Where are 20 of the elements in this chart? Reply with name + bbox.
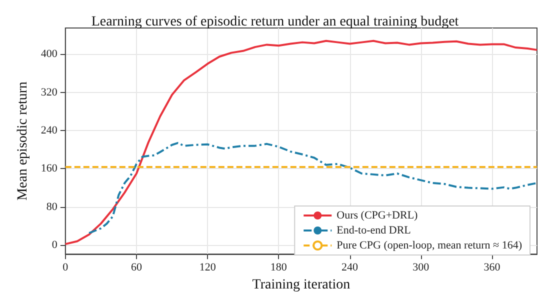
x-tick-label: 120: [199, 262, 216, 274]
chart-title: Learning curves of episodic return under an equal training budget: [91, 14, 459, 30]
x-tick-label: 360: [484, 262, 501, 274]
x-tick-label: 300: [412, 262, 430, 274]
y-tick-label: 240: [40, 124, 58, 137]
y-tick-label: 80: [46, 200, 58, 213]
y-tick-label: 320: [40, 86, 58, 98]
y-tick-label: 400: [40, 48, 58, 60]
legend-label: Pure CPG (open-loop, mean return ≈ 164): [336, 240, 522, 252]
legend-label: End-to-end DRL: [336, 224, 412, 236]
line-series: [88, 142, 538, 234]
x-tick-label: 60: [130, 262, 142, 274]
x-axis-title: Training iteration: [252, 278, 350, 292]
x-tick-label: 0: [62, 262, 69, 274]
y-tick-label: 160: [40, 162, 58, 175]
y-axis-title: Mean episodic return: [16, 82, 30, 201]
legend-label: Ours (CPG+DRL): [336, 210, 418, 222]
x-tick-label: 240: [342, 262, 359, 274]
x-tick-label: 180: [270, 262, 288, 274]
y-tick-label: 0: [52, 239, 58, 252]
